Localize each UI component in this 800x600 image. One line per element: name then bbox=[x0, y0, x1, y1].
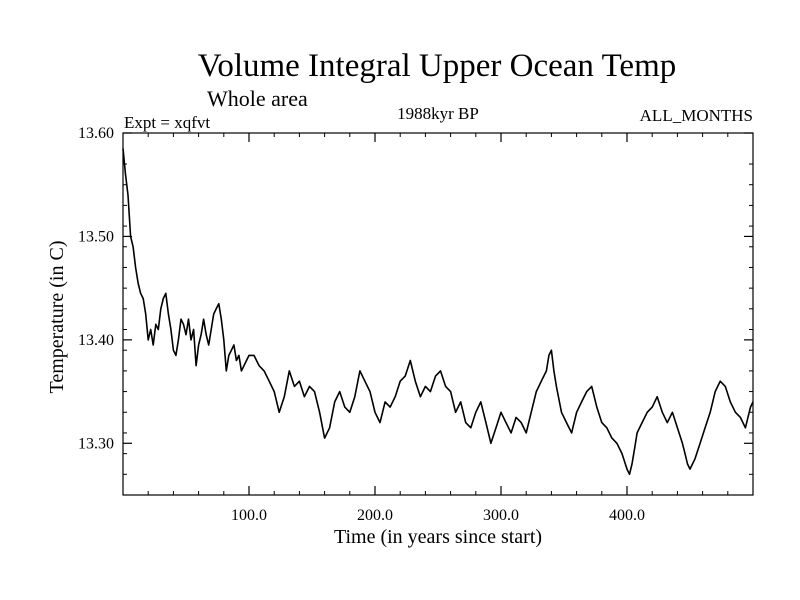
y-axis-label: Temperature (in C) bbox=[46, 241, 68, 394]
experiment-label: Expt = xqfvt bbox=[124, 113, 210, 132]
x-tick-label: 300.0 bbox=[483, 507, 519, 524]
chart-subtitle: Whole area bbox=[207, 86, 308, 111]
period-label: 1988kyr BP bbox=[397, 104, 479, 123]
plot-area: 100.0 200.0 300.0 400.0 13.30 13.40 13.50 13.60 bbox=[78, 125, 754, 524]
y-tick-label: 13.30 bbox=[78, 435, 114, 452]
y-tick-label: 13.60 bbox=[78, 125, 114, 142]
x-axis-label: Time (in years since start) bbox=[334, 526, 542, 548]
y-tick-label: 13.40 bbox=[78, 332, 114, 349]
x-tick-label: 100.0 bbox=[231, 507, 267, 524]
chart-title: Volume Integral Upper Ocean Temp bbox=[198, 48, 676, 84]
x-tick-label: 400.0 bbox=[609, 507, 645, 524]
months-label: ALL_MONTHS bbox=[640, 106, 753, 125]
plot-frame bbox=[122, 132, 754, 496]
x-tick-label: 200.0 bbox=[357, 507, 393, 524]
y-tick-label: 13.50 bbox=[78, 228, 114, 245]
series-line bbox=[122, 148, 754, 476]
